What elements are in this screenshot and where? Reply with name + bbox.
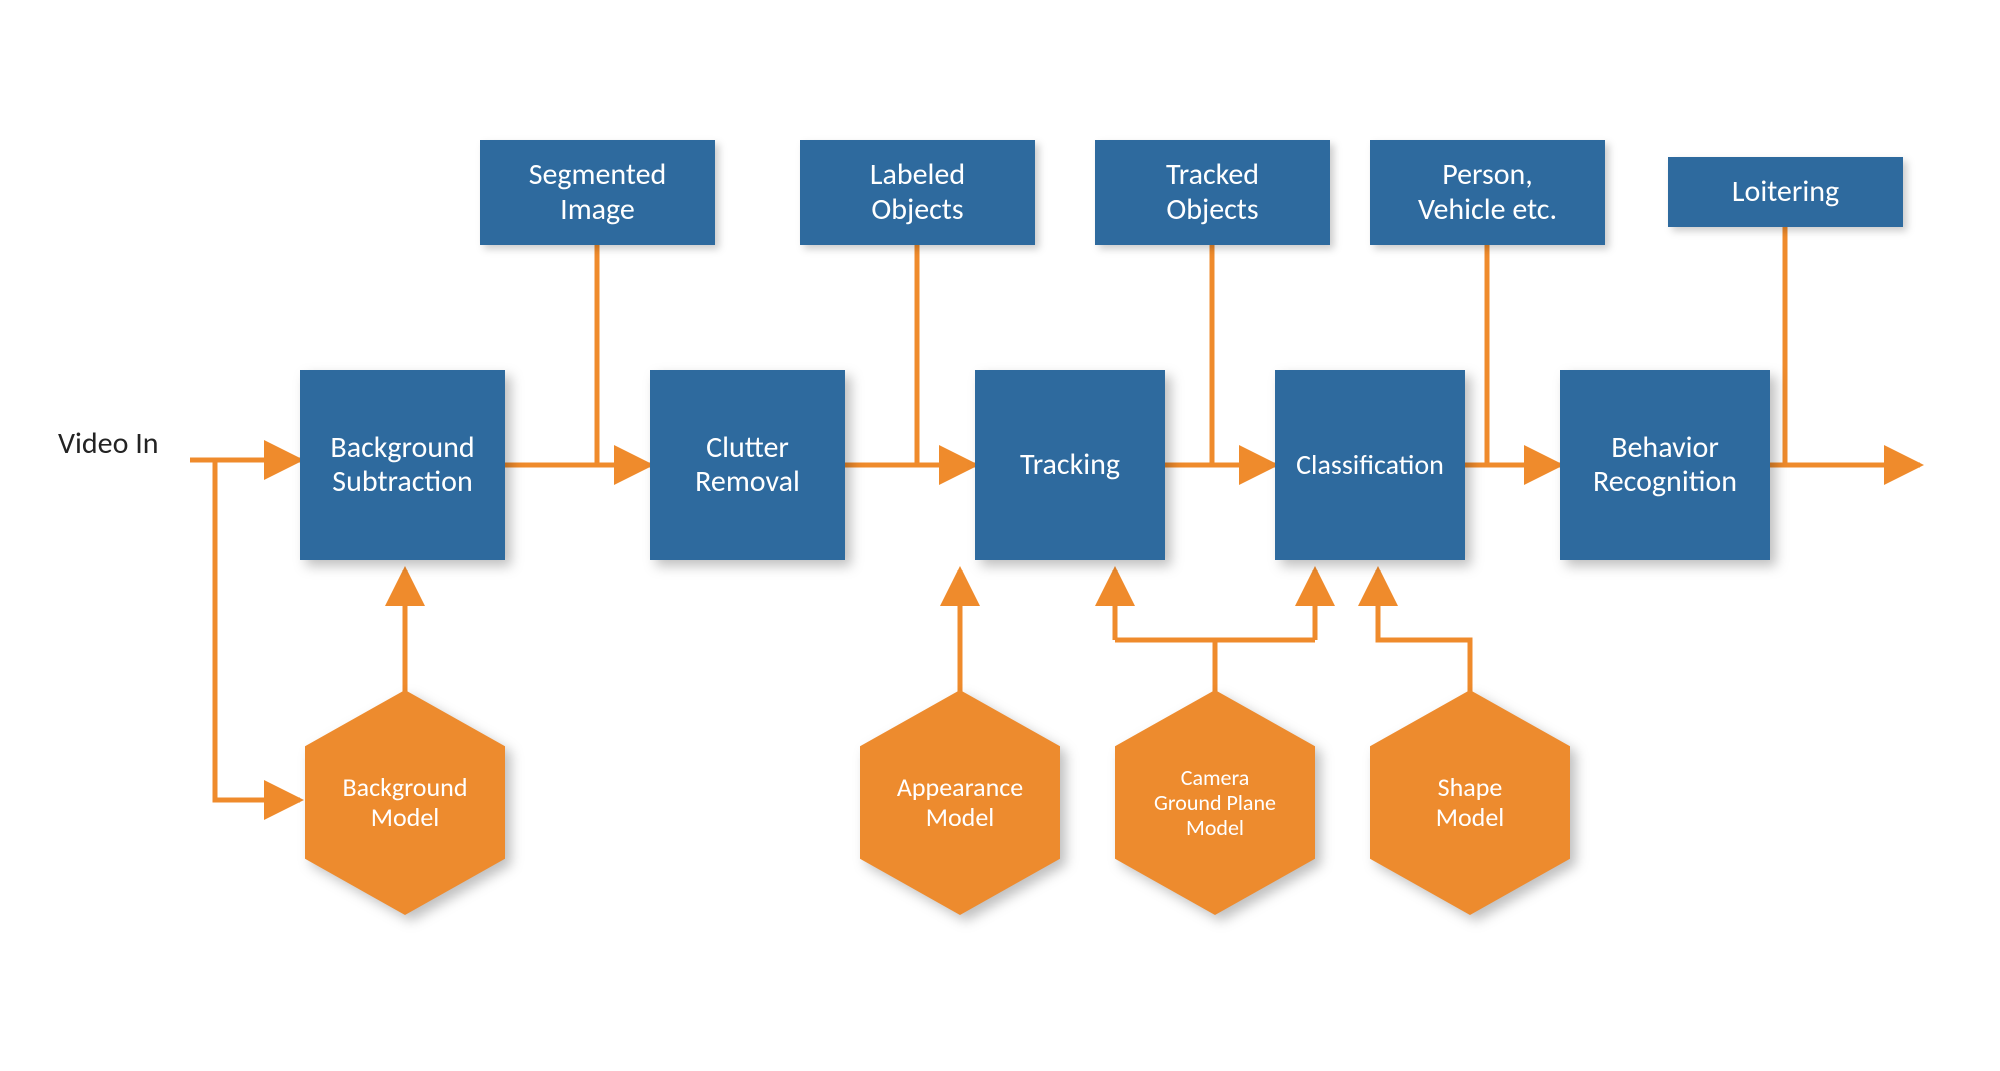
loiter-label: Loitering bbox=[1726, 175, 1845, 210]
seg-img-output-node: Segmented Image bbox=[480, 140, 715, 245]
trk-obj-label: Tracked Objects bbox=[1160, 158, 1265, 227]
video-in-label: Video In bbox=[58, 425, 159, 462]
classif-process-node: Classification bbox=[1275, 370, 1465, 560]
edge-shapem-up bbox=[1378, 570, 1470, 700]
app-model-model-node: Appearance Model bbox=[860, 690, 1060, 915]
behav-process-node: Behavior Recognition bbox=[1560, 370, 1770, 560]
lab-obj-label: Labeled Objects bbox=[864, 158, 971, 227]
person-output-node: Person, Vehicle etc. bbox=[1370, 140, 1605, 245]
classif-label: Classification bbox=[1290, 449, 1450, 481]
app-model-label: Appearance Model bbox=[891, 773, 1029, 833]
flowchart-canvas: Video In Background Subtraction Clutter R… bbox=[0, 0, 2000, 1071]
seg-img-label: Segmented Image bbox=[523, 158, 673, 227]
bg-sub-process-node: Background Subtraction bbox=[300, 370, 505, 560]
clutter-process-node: Clutter Removal bbox=[650, 370, 845, 560]
behav-label: Behavior Recognition bbox=[1587, 431, 1743, 500]
clutter-label: Clutter Removal bbox=[689, 431, 806, 500]
cam-model-label: Camera Ground Plane Model bbox=[1148, 765, 1282, 841]
lab-obj-output-node: Labeled Objects bbox=[800, 140, 1035, 245]
bg-model-model-node: Background Model bbox=[305, 690, 505, 915]
person-label: Person, Vehicle etc. bbox=[1412, 158, 1563, 227]
edge-in-down bbox=[215, 462, 300, 800]
trk-obj-output-node: Tracked Objects bbox=[1095, 140, 1330, 245]
shape-model-model-node: Shape Model bbox=[1370, 690, 1570, 915]
bg-sub-label: Background Subtraction bbox=[324, 431, 480, 500]
bg-model-label: Background Model bbox=[337, 773, 474, 833]
tracking-label: Tracking bbox=[1014, 448, 1126, 483]
cam-model-model-node: Camera Ground Plane Model bbox=[1115, 690, 1315, 915]
tracking-process-node: Tracking bbox=[975, 370, 1165, 560]
shape-model-label: Shape Model bbox=[1430, 773, 1511, 833]
loiter-output-node: Loitering bbox=[1668, 157, 1903, 227]
